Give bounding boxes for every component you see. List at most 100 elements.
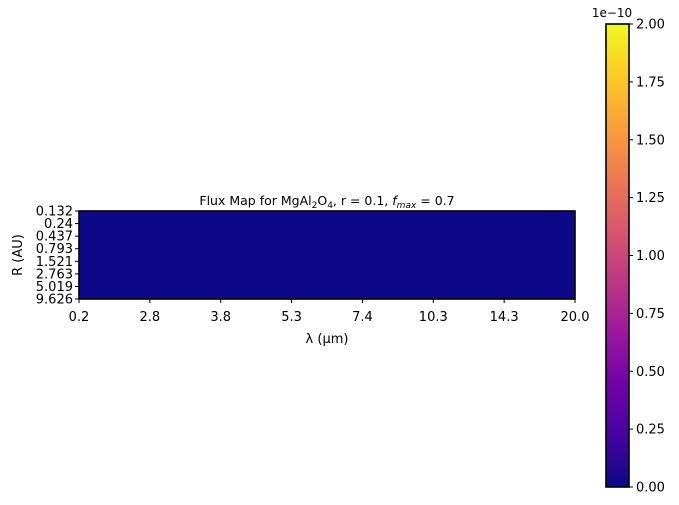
colorbar-tick-label: 1.25 — [636, 191, 665, 206]
colorbar-tick-label: 1.50 — [636, 133, 665, 148]
heatmap-cell — [203, 222, 266, 234]
heatmap-cell — [389, 255, 452, 267]
heatmap-cell — [79, 211, 142, 223]
heatmap-cell — [513, 255, 576, 267]
heatmap-cell — [203, 211, 266, 223]
heatmap-cell — [513, 222, 576, 234]
heatmap-cell — [513, 277, 576, 289]
heatmap-cell — [79, 288, 142, 300]
x-tick-label: 20.0 — [561, 310, 590, 325]
heatmap-cell — [141, 288, 204, 300]
colorbar — [605, 23, 630, 488]
heatmap-cell — [451, 233, 514, 245]
heatmap-cell — [451, 244, 514, 256]
title-r-text: , r = 0.1, — [333, 193, 392, 208]
heatmap-cell — [79, 222, 142, 234]
heatmap-cell — [327, 266, 390, 278]
x-tick-label: 14.3 — [490, 310, 519, 325]
x-axis-label: λ (μm) — [306, 332, 349, 347]
title-sub2: 4 — [327, 201, 333, 211]
colorbar-tick-label: 0.25 — [636, 423, 665, 438]
heatmap-cell — [203, 266, 266, 278]
x-tick-label: 2.8 — [140, 310, 161, 325]
title-f-subscript: max — [397, 201, 417, 211]
heatmap-cell — [389, 222, 452, 234]
x-tick-label: 10.3 — [419, 310, 448, 325]
colorbar-ticks: 0.00 0.25 0.50 0.75 1.00 1.25 1.50 1.75 2.00 — [629, 18, 665, 496]
heatmap-cell — [389, 244, 452, 256]
heatmap-cell — [265, 277, 328, 289]
title-prefix: Flux Map for MgAl — [199, 193, 311, 208]
y-tick-label: 0.132 — [36, 205, 73, 220]
heatmap-cell — [203, 288, 266, 300]
heatmap-cell — [265, 266, 328, 278]
heatmap-cell — [141, 277, 204, 289]
heatmap-cell — [265, 211, 328, 223]
heatmap-cell — [327, 277, 390, 289]
heatmap-cell — [451, 255, 514, 267]
y-tick-label: 0.24 — [44, 217, 73, 232]
heatmap-cell — [513, 233, 576, 245]
heatmap-cell — [141, 233, 204, 245]
colorbar-tick-label: 1.75 — [636, 75, 665, 90]
heatmap-cell — [265, 233, 328, 245]
heatmap-cell — [389, 233, 452, 245]
heatmap-cell — [389, 266, 452, 278]
heatmap-cell — [79, 277, 142, 289]
x-tick-label: 3.8 — [210, 310, 231, 325]
heatmap-cell — [451, 277, 514, 289]
heatmap-cell — [451, 211, 514, 223]
colorbar-tick-label: 0.75 — [636, 307, 665, 322]
x-tick-label: 7.4 — [352, 310, 373, 325]
heatmap-cell — [203, 277, 266, 289]
y-axis-label: R (AU) — [11, 234, 26, 276]
colorbar-scale-label: 1e−10 — [592, 6, 632, 20]
y-tick-label: 9.626 — [36, 293, 73, 308]
heatmap-cell — [389, 277, 452, 289]
heatmap-cell — [265, 255, 328, 267]
heatmap-cell — [141, 211, 204, 223]
heatmap-cell — [141, 222, 204, 234]
heatmap-cell — [513, 288, 576, 300]
colorbar-tick-label: 0.00 — [636, 481, 665, 496]
colorbar-tick-label: 1.00 — [636, 249, 665, 264]
x-tick-label: 5.3 — [281, 310, 302, 325]
heatmap-cell — [327, 255, 390, 267]
chart-title: Flux Map for MgAl2O4, r = 0.1, fmax = 0.… — [199, 193, 454, 211]
heatmap-cell — [203, 255, 266, 267]
y-tick-label: 1.521 — [36, 255, 73, 270]
heatmap-cell — [389, 288, 452, 300]
y-tick-label: 2.763 — [36, 267, 73, 282]
title-sub1: 2 — [312, 201, 318, 211]
colorbar-tick-label: 2.00 — [636, 18, 665, 33]
heatmap-cell — [327, 211, 390, 223]
heatmap-cell — [389, 211, 452, 223]
heatmap-cell — [79, 244, 142, 256]
heatmap-cell — [513, 211, 576, 223]
heatmap-cell — [79, 233, 142, 245]
heatmap-cell — [265, 222, 328, 234]
heatmap-cell — [141, 255, 204, 267]
heatmap-cell — [203, 233, 266, 245]
y-tick-label: 0.437 — [36, 230, 73, 245]
heatmap-frame — [78, 210, 576, 300]
heatmap-cell — [327, 288, 390, 300]
heatmap-cell — [265, 244, 328, 256]
heatmap-cell — [203, 244, 266, 256]
heatmap-cell — [141, 266, 204, 278]
x-axis-ticks: 0.2 2.8 3.8 5.3 7.4 10.3 14.3 20.0 — [69, 299, 590, 325]
colorbar-tick-label: 0.50 — [636, 365, 665, 380]
heatmap-cell — [451, 266, 514, 278]
heatmap-cell — [513, 244, 576, 256]
heatmap-cell — [327, 244, 390, 256]
heatmap-cell — [327, 222, 390, 234]
heatmap-cell — [265, 288, 328, 300]
heatmap-cell — [79, 255, 142, 267]
heatmap-cell — [513, 266, 576, 278]
x-tick-label: 0.2 — [69, 310, 90, 325]
heatmap-cell — [451, 222, 514, 234]
heatmap-cell — [327, 233, 390, 245]
heatmap-cell — [79, 266, 142, 278]
